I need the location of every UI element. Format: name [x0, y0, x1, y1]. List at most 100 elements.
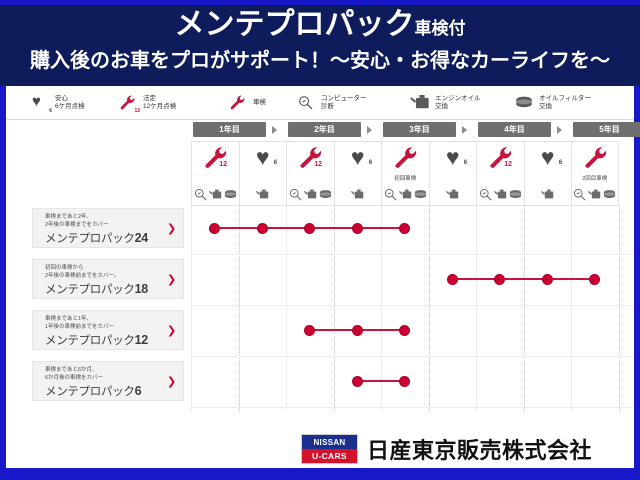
plan-row-6[interactable]: 車検まであと6か月、 6か月後の車検をカバー メンテプロパック6: [6, 359, 634, 403]
oil-can-icon: [588, 188, 601, 201]
plan-row-18[interactable]: 初回の車検から 2年後の車検前までをカバー。 メンテプロパック18: [6, 257, 634, 301]
wrench-icon: [202, 145, 228, 169]
service-matrix: 12 6 12 6 初回車検 6 12 6 2回目車検: [6, 141, 634, 206]
coverage-dot-24-1: [256, 222, 268, 234]
coverage-dot-18-2: [541, 273, 553, 285]
magnifier-icon: [384, 188, 397, 201]
plan-desc-line2-6: 6か月後の車検をカバー: [45, 374, 104, 381]
oil-can-icon: [351, 188, 364, 201]
wrench-icon: [487, 145, 513, 169]
matrix-cell-8: 2回目車検: [571, 141, 619, 206]
oil-filter-icon: [414, 188, 427, 201]
year-label-5: 5年目: [573, 122, 640, 137]
plan-desc-line1-6: 車検まであと6か月、: [45, 367, 98, 373]
plan-desc-line1-18: 初回の車検から: [45, 265, 84, 271]
poster-header: メンテプロパック車検付 購入後のお車をプロがサポート！～安心・お得なカーライフを…: [0, 0, 640, 86]
matrix-badge-6: 12: [504, 161, 513, 168]
year-label-1: 1年目: [193, 122, 266, 137]
oil-filter-icon: [509, 188, 522, 201]
grid-line-4: [381, 206, 382, 411]
grid-line-7: [523, 206, 525, 411]
plot-row-separator-2: [191, 356, 634, 357]
legend-label-1: 法定 12ケ月点検: [143, 94, 177, 111]
oil-can-icon: [410, 91, 432, 115]
plan-label-18[interactable]: 初回の車検から 2年後の車検前までをカバー。 メンテプロパック18: [32, 259, 184, 299]
year-arrow-4: [557, 126, 562, 134]
logo-nissan-text: NISSAN: [301, 435, 357, 449]
heart-icon: 6: [30, 91, 52, 115]
year-arrow-2: [367, 126, 372, 134]
plan-row-24[interactable]: 車検まであと2年、 2年後の車検までをカバー メンテプロパック24: [6, 206, 634, 250]
page-subtitle: 購入後のお車をプロがサポート！～安心・お得なカーライフを～: [30, 50, 610, 72]
matrix-cell-main-icon-5: 6: [430, 142, 477, 176]
plan-name-18: メンテプロパック18: [45, 282, 148, 296]
matrix-cell-services-8: [572, 186, 618, 202]
year-arrow-1: [272, 126, 277, 134]
oil-filter-icon: [224, 188, 237, 201]
year-label-4: 4年目: [478, 122, 551, 137]
timeline-plot: [191, 206, 634, 411]
plan-label-12[interactable]: 車検まであと1年、 1年後の車検前までをカバー メンテプロパック12: [32, 310, 184, 350]
heart-icon: [536, 146, 560, 168]
chevron-right-icon[interactable]: [167, 377, 175, 387]
wrench-icon: 12: [118, 91, 140, 115]
oil-can-glyph: [410, 95, 430, 110]
plan-row-12[interactable]: 車検まであと1年、 1年後の車検前までをカバー メンテプロパック12: [6, 308, 634, 352]
coverage-dot-18-0: [446, 273, 458, 285]
plan-label-24[interactable]: 車検まであと2年、 2年後の車検までをカバー メンテプロパック24: [32, 208, 184, 248]
plan-name-24: メンテプロパック24: [45, 231, 148, 245]
wrench-icon: [297, 145, 323, 169]
chevron-right-icon[interactable]: [167, 326, 175, 336]
matrix-cell-1: 6: [238, 141, 286, 206]
title-sub: 車検付: [414, 19, 466, 38]
matrix-cell-label-8: 2回目車検: [582, 176, 608, 182]
plot-row-separator-0: [191, 254, 634, 255]
oil-can-icon: [398, 188, 412, 201]
legend-label-0: 安心 6ケ月点検: [55, 94, 85, 111]
matrix-badge-0: 12: [219, 161, 228, 168]
wrench-glyph: [118, 94, 136, 110]
grid-line-6: [476, 206, 477, 411]
legend-item-5: オイルフィルター 交換: [514, 90, 591, 116]
matrix-cell-services-5: [430, 186, 477, 202]
matrix-cell-services-0: [192, 186, 239, 202]
wrench-icon: [582, 145, 608, 169]
chevron-right-icon[interactable]: [167, 275, 175, 285]
logo-ucars-text: U-CARS: [301, 449, 357, 463]
coverage-dot-6-0: [351, 375, 363, 387]
matrix-cell-main-icon-8: [572, 142, 618, 176]
legend-item-1: 12 法定 12ケ月点検: [118, 90, 176, 116]
legend-label-2: 車検: [253, 98, 266, 106]
plan-desc-line2-12: 1年後の車検前までをカバー: [45, 323, 115, 330]
oil-filter-icon: [514, 91, 536, 115]
footer-branding: NISSAN U-CARS 日産東京販売株式会社: [6, 430, 634, 468]
nissan-ucars-logo: NISSAN U-CARS: [300, 434, 358, 464]
heart-icon: [441, 146, 465, 168]
legend-item-4: エンジンオイル 交換: [410, 90, 481, 116]
coverage-bar-18: [452, 278, 595, 280]
page-title: メンテプロパック車検付: [0, 7, 640, 47]
oil-can-icon: [256, 188, 269, 201]
plan-desc-line2-24: 2年後の車検までをカバー: [45, 221, 109, 228]
heart-icon: [346, 146, 370, 168]
grid-line-9: [618, 206, 620, 411]
plan-desc-line1-12: 車検まであと1年、: [45, 316, 93, 322]
oil-filter-icon: [319, 188, 332, 201]
oil-can-icon: [208, 188, 222, 201]
grid-line-0: [191, 206, 192, 411]
matrix-cell-5: 6: [428, 141, 477, 206]
legend-badge-0: 6: [49, 108, 52, 114]
plan-label-6[interactable]: 車検まであと6か月、 6か月後の車検をカバー メンテプロパック6: [32, 361, 184, 401]
legend-label-3: コンピューター 診断: [321, 94, 367, 111]
chevron-right-icon[interactable]: [167, 224, 175, 234]
matrix-cell-4: 初回車検: [381, 141, 429, 206]
matrix-cell-main-icon-4: [382, 142, 429, 176]
legend-item-2: 車検: [228, 90, 266, 116]
grid-line-3: [333, 206, 335, 411]
company-name: 日産東京販売株式会社: [366, 438, 592, 463]
matrix-badge-7: 6: [558, 160, 563, 166]
bottom-frame-bar: [0, 468, 640, 480]
legend-label-5: オイルフィルター 交換: [539, 94, 591, 111]
